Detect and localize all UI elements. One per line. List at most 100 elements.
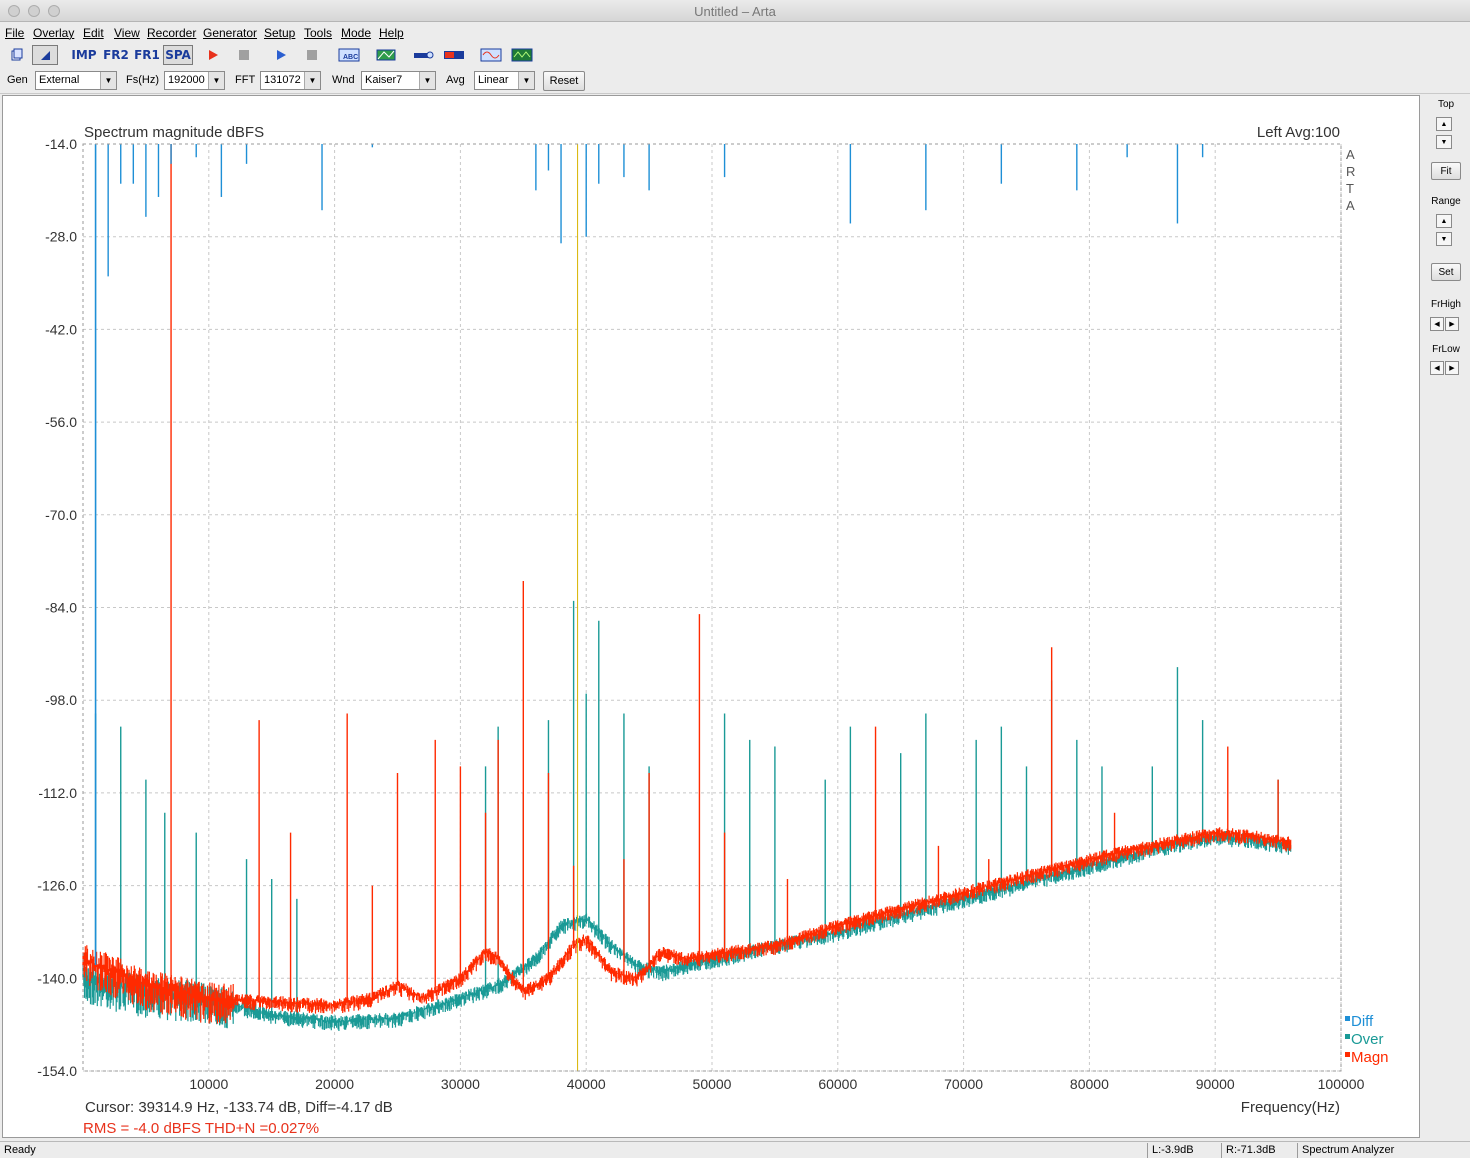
menu-mode[interactable]: Mode — [341, 26, 372, 40]
zoom-window-button[interactable] — [48, 5, 60, 17]
brand-letter-a: A — [1346, 147, 1355, 162]
legend-swatch-diff — [1345, 1016, 1350, 1021]
y-tick-label: -98.0 — [45, 692, 77, 708]
y-tick-label: -42.0 — [45, 321, 77, 337]
legend-magn: Magn — [1351, 1049, 1389, 1066]
reset-button[interactable]: Reset — [543, 71, 585, 91]
y-tick-label: -56.0 — [45, 414, 77, 430]
pointer-icon[interactable] — [32, 45, 58, 65]
generator-stop-icon[interactable] — [299, 45, 325, 65]
averaging-select[interactable]: Linear ▼ — [474, 71, 535, 90]
menu-overlay[interactable]: Overlay — [33, 26, 75, 40]
level-meter-icon[interactable] — [441, 45, 467, 65]
generator-play-icon[interactable] — [268, 45, 294, 65]
spa-mode-button[interactable]: SPA — [163, 45, 193, 65]
window-label: Wnd — [332, 74, 355, 86]
brand-letter-r: R — [1346, 164, 1355, 179]
set-button[interactable]: Set — [1431, 263, 1461, 281]
plot-frame — [82, 143, 1342, 1072]
svg-text:ABC: ABC — [343, 54, 358, 61]
menu-setup[interactable]: Setup — [264, 26, 296, 40]
x-tick-label: 80000 — [1070, 1076, 1109, 1092]
window-value: Kaiser7 — [365, 74, 403, 86]
oscilloscope-icon[interactable] — [509, 45, 535, 65]
calibrate-icon[interactable] — [410, 45, 436, 65]
x-axis-label: Frequency(Hz) — [1241, 1099, 1340, 1116]
series-diff — [94, 144, 1204, 966]
x-tick-label: 20000 — [315, 1076, 354, 1092]
rms-readout: RMS = -4.0 dBFS THD+N =0.027% — [83, 1120, 319, 1137]
avg-label: Avg — [446, 74, 465, 86]
top-down-icon[interactable]: ▼ — [1436, 135, 1452, 149]
x-tick-label: 100000 — [1318, 1076, 1365, 1092]
grid — [83, 143, 1342, 1072]
minimize-window-button[interactable] — [28, 5, 40, 17]
frlow-left-icon[interactable]: ◀ — [1430, 361, 1444, 375]
legend: Diff Over Magn — [1345, 1013, 1389, 1066]
y-tick-label: -154.0 — [37, 1063, 77, 1079]
channel-label: Left Avg:100 — [1257, 124, 1340, 141]
fr1-mode-button[interactable]: FR1 — [134, 48, 160, 62]
new-file-icon[interactable] — [4, 45, 30, 65]
brand-letter-t: T — [1346, 181, 1354, 196]
frhigh-right-icon[interactable]: ▶ — [1445, 317, 1459, 331]
fft-size-select[interactable]: 131072 ▼ — [260, 71, 321, 90]
x-tick-label: 40000 — [567, 1076, 606, 1092]
y-axis: -14.0 -28.0 -42.0 -56.0 -70.0 -84.0 -98.0 -112.… — [37, 136, 77, 1079]
sample-rate-value: 192000 — [168, 74, 205, 86]
series-magn — [82, 144, 1292, 1024]
sample-rate-select[interactable]: 192000 ▼ — [164, 71, 225, 90]
gen-label: Gen — [7, 74, 28, 86]
chevron-down-icon: ▼ — [518, 72, 534, 89]
y-tick-label: -112.0 — [38, 785, 77, 801]
frlow-label: FrLow — [1432, 344, 1460, 355]
x-axis: 10000 20000 30000 40000 50000 60000 70000 80000… — [189, 1076, 1364, 1092]
top-up-icon[interactable]: ▲ — [1436, 117, 1452, 131]
chart-settings-icon[interactable] — [373, 45, 399, 65]
menu-view[interactable]: View — [114, 26, 140, 40]
menu-edit[interactable]: Edit — [83, 26, 104, 40]
range-up-icon[interactable]: ▲ — [1436, 214, 1452, 228]
impulse-mode-button[interactable]: IMP — [71, 48, 97, 62]
chevron-down-icon: ▼ — [304, 72, 320, 89]
x-tick-label: 50000 — [693, 1076, 732, 1092]
close-window-button[interactable] — [8, 5, 20, 17]
fit-button[interactable]: Fit — [1431, 162, 1461, 180]
fft-label: FFT — [235, 74, 256, 86]
spectrum-plot[interactable]: -14.0 -28.0 -42.0 -56.0 -70.0 -84.0 -98.0 -112.… — [3, 96, 1421, 1139]
x-tick-label: 60000 — [818, 1076, 857, 1092]
top-label: Top — [1437, 99, 1455, 110]
y-tick-label: -28.0 — [45, 229, 77, 245]
window-select[interactable]: Kaiser7 ▼ — [361, 71, 436, 90]
fr2-mode-button[interactable]: FR2 — [103, 48, 129, 62]
menu-bar: File Overlay Edit View Recorder Generato… — [0, 23, 1470, 43]
series-over — [82, 600, 1292, 1031]
x-tick-label: 70000 — [944, 1076, 983, 1092]
plot-panel[interactable]: -14.0 -28.0 -42.0 -56.0 -70.0 -84.0 -98.0 -112.… — [2, 95, 1420, 1138]
range-down-icon[interactable]: ▼ — [1436, 232, 1452, 246]
menu-file[interactable]: File — [5, 26, 25, 40]
side-panel: Top ▲ ▼ Fit Range ▲ ▼ Set FrHigh ◀ ▶ FrL… — [1424, 95, 1468, 1138]
menu-tools[interactable]: Tools — [304, 26, 333, 40]
title-bar: Untitled – Arta — [0, 0, 1470, 22]
menu-recorder[interactable]: Recorder — [147, 26, 197, 40]
averaging-value: Linear — [478, 74, 509, 86]
right-level-indicator: R:-71.3dB — [1221, 1143, 1295, 1158]
x-tick-label: 30000 — [441, 1076, 480, 1092]
x-tick-label: 90000 — [1196, 1076, 1235, 1092]
status-ready: Ready — [4, 1144, 36, 1156]
signal-generator-icon[interactable] — [478, 45, 504, 65]
record-stop-icon[interactable] — [231, 45, 257, 65]
record-play-icon[interactable] — [200, 45, 226, 65]
status-bar: Ready L:-3.9dB R:-71.3dB Spectrum Analyz… — [0, 1141, 1470, 1158]
y-tick-label: -126.0 — [37, 878, 77, 894]
frlow-right-icon[interactable]: ▶ — [1445, 361, 1459, 375]
menu-generator[interactable]: Generator — [203, 26, 258, 40]
annotate-icon[interactable]: ABC — [336, 45, 362, 65]
options-bar: Gen External ▼ Fs(Hz) 192000 ▼ FFT 13107… — [0, 68, 1470, 94]
chevron-down-icon: ▼ — [100, 72, 116, 89]
frhigh-left-icon[interactable]: ◀ — [1430, 317, 1444, 331]
menu-help[interactable]: Help — [379, 26, 404, 40]
y-tick-label: -70.0 — [45, 507, 77, 523]
generator-select[interactable]: External ▼ — [35, 71, 117, 90]
